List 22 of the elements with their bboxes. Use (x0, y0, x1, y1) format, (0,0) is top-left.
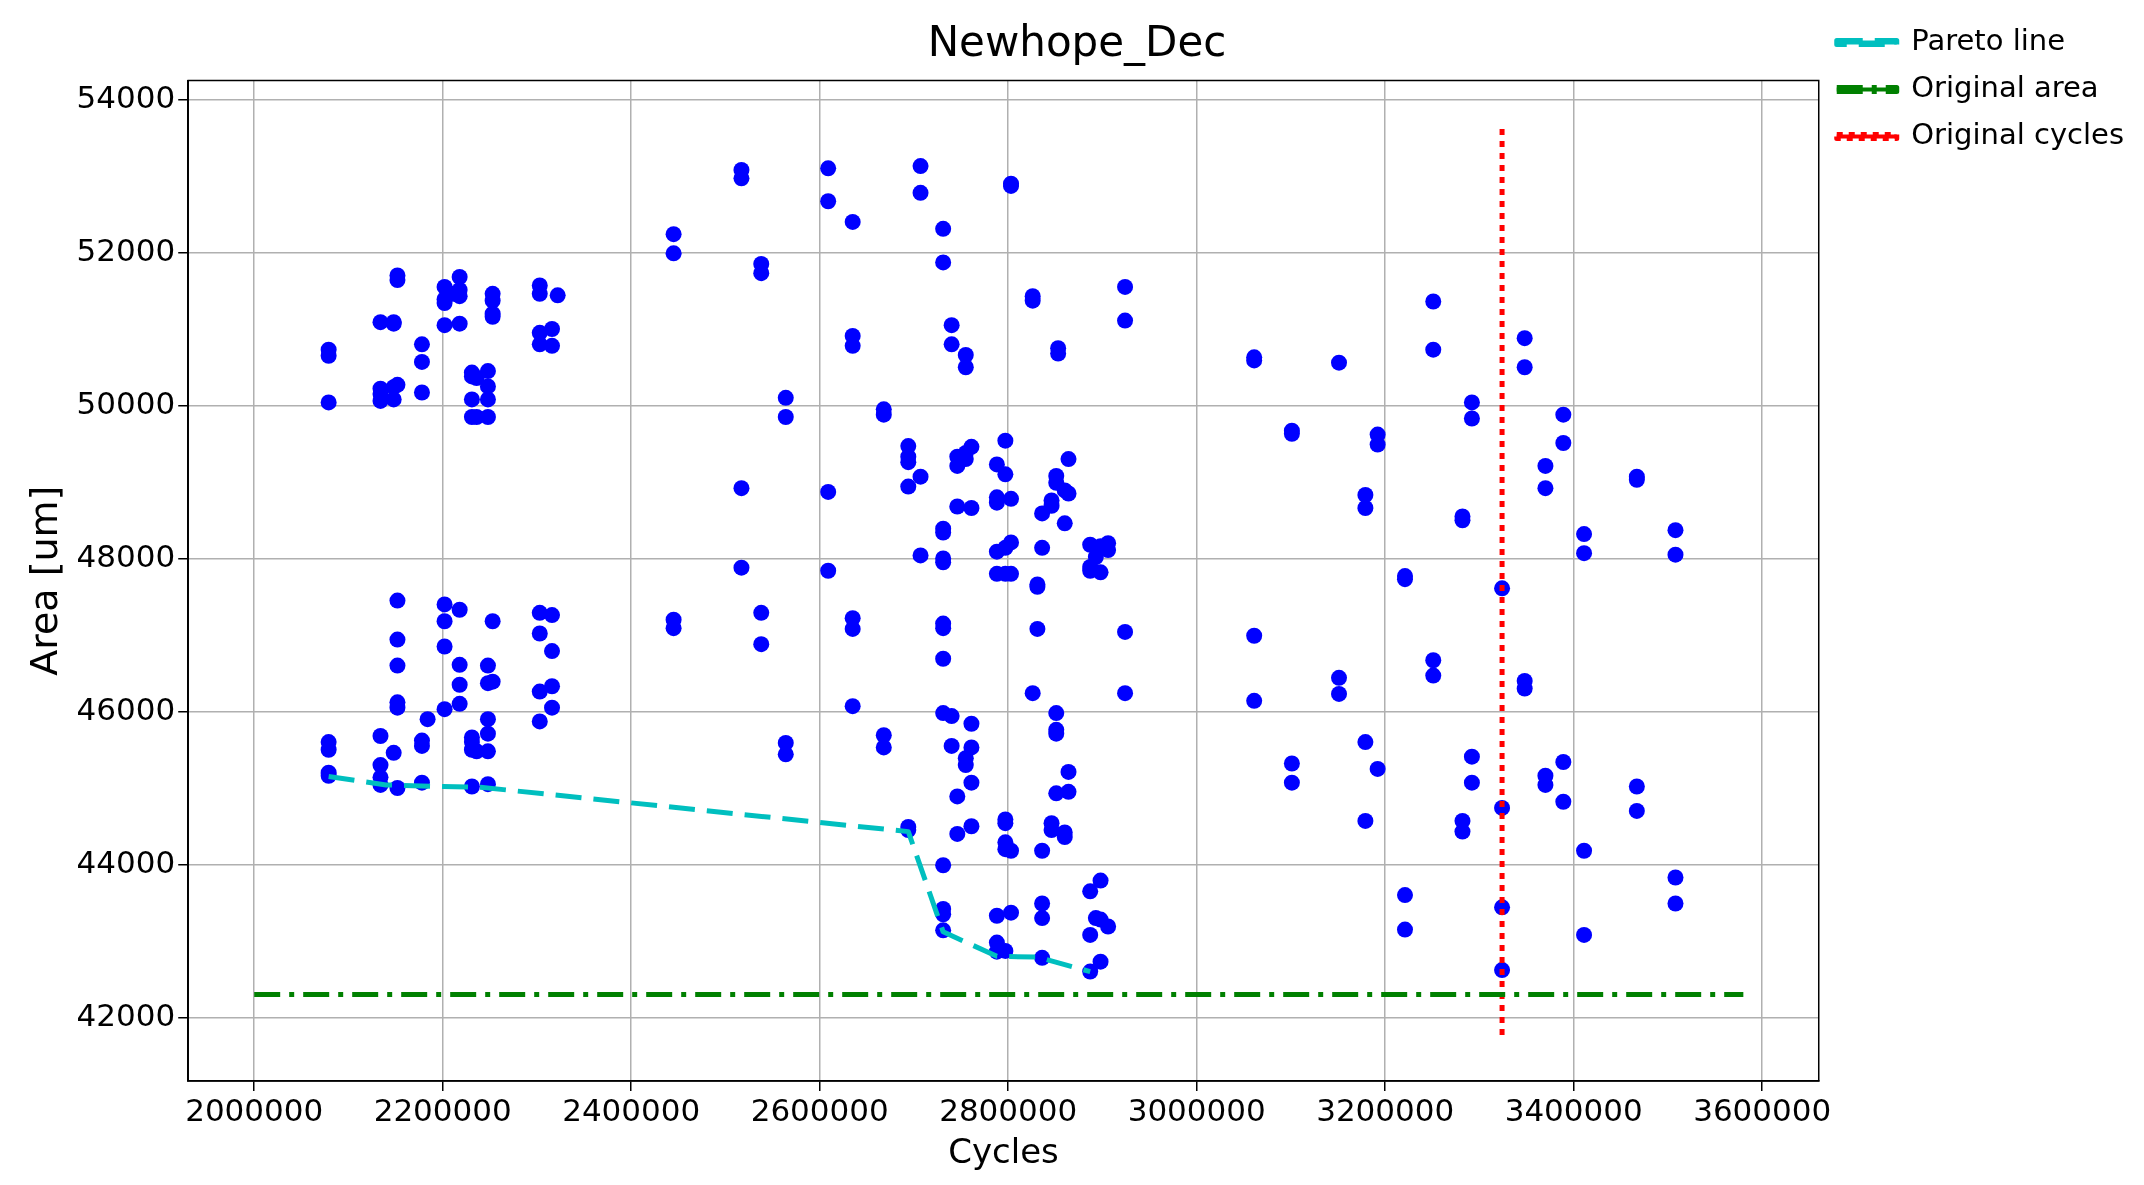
x-axis-title: Cycles (948, 1131, 1059, 1172)
y-tick-label: 46000 (76, 690, 176, 727)
legend-label: Original area (1911, 70, 2099, 105)
x-tick-label: 2200000 (373, 1091, 512, 1128)
x-tick-label: 2400000 (562, 1091, 701, 1128)
x-tick-label: 3200000 (1316, 1091, 1455, 1128)
x-tick-label: 3400000 (1504, 1091, 1643, 1128)
y-tick-label: 48000 (76, 537, 176, 574)
x-tick-label: 3600000 (1693, 1091, 1832, 1128)
legend-label: Original cycles (1911, 117, 2125, 152)
y-tick-label: 42000 (76, 996, 176, 1033)
x-tick-label: 2600000 (750, 1091, 889, 1128)
x-tick-label: 2000000 (185, 1091, 324, 1128)
y-tick-label: 52000 (76, 231, 176, 268)
y-tick-label: 54000 (76, 78, 176, 115)
y-tick-label: 44000 (76, 843, 176, 880)
y-axis-title: Area [um] (21, 485, 66, 676)
legend-label: Pareto line (1911, 23, 2066, 58)
x-tick-label: 2800000 (939, 1091, 1078, 1128)
chart-title: Newhope_Dec (927, 17, 1227, 67)
y-tick-label: 50000 (76, 384, 176, 421)
x-tick-label: 3000000 (1127, 1091, 1266, 1128)
